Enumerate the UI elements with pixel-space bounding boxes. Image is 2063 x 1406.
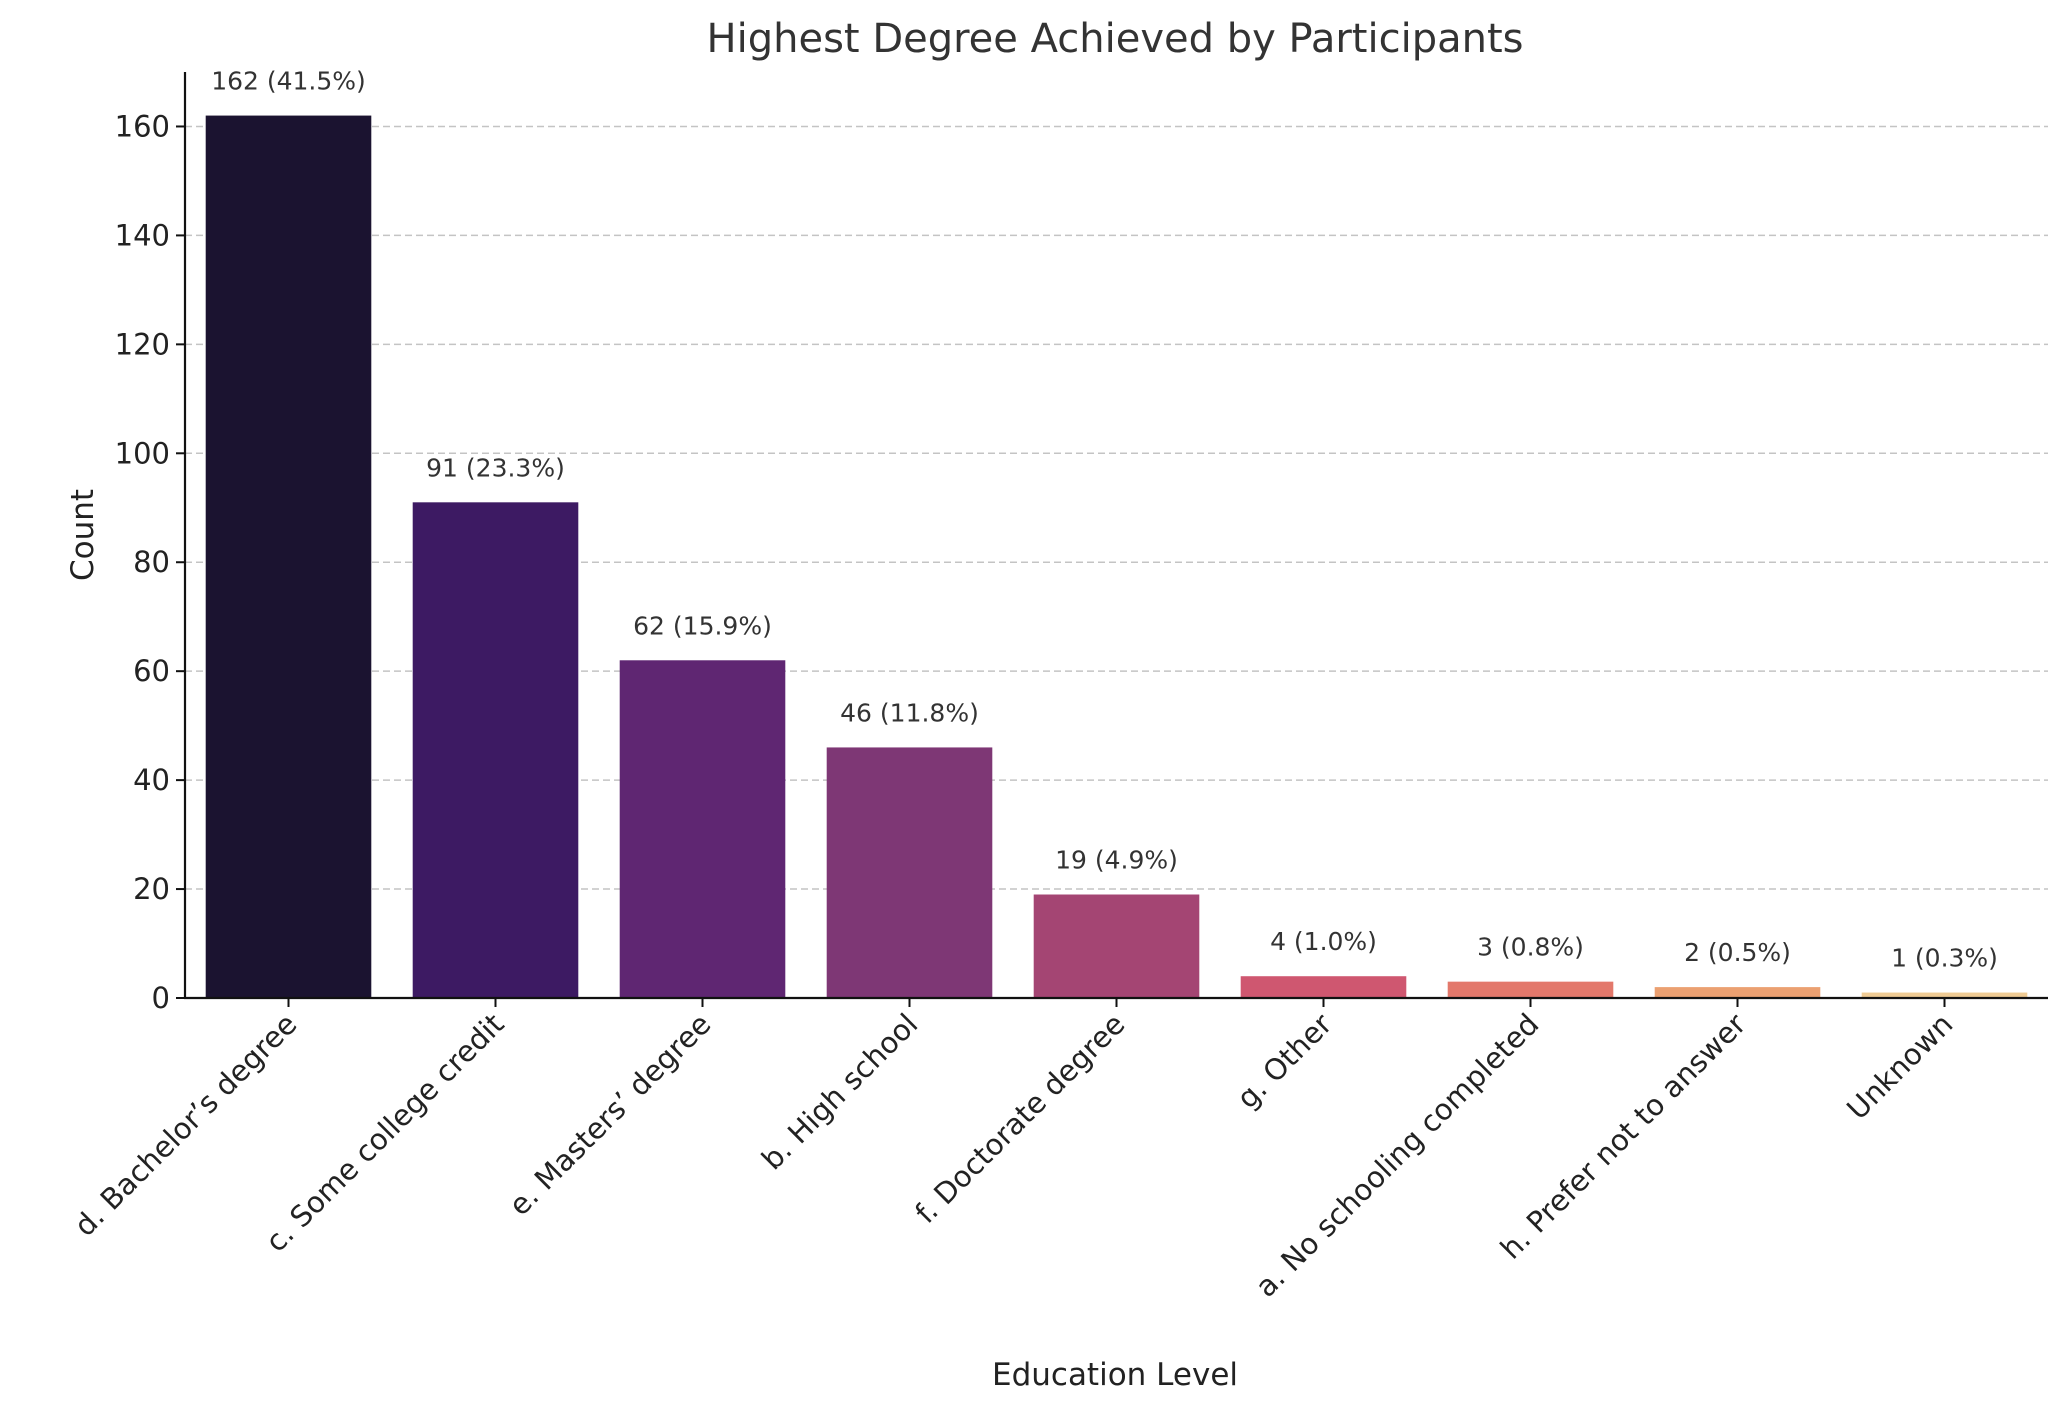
y-tick-label: 140: [115, 218, 170, 252]
bar: [1447, 981, 1614, 998]
data-label: 2 (0.5%): [1684, 938, 1791, 967]
x-tick-label: f. Doctorate degree: [908, 1007, 1131, 1230]
y-tick-label: 100: [115, 436, 170, 470]
bar: [619, 660, 786, 998]
bar-layer: [205, 115, 2028, 998]
x-tick-label: h. Prefer not to answer: [1494, 1007, 1753, 1266]
x-tick-label: g. Other: [1230, 1007, 1338, 1115]
data-label: 4 (1.0%): [1270, 927, 1377, 956]
data-label: 162 (41.5%): [211, 67, 366, 96]
x-tick-label: Unknown: [1840, 1007, 1959, 1126]
data-label: 3 (0.8%): [1477, 933, 1584, 962]
bar: [1654, 987, 1821, 998]
y-tick-label: 160: [115, 109, 170, 143]
y-tick-label: 20: [133, 872, 170, 906]
bar: [205, 115, 372, 998]
bar: [826, 747, 993, 998]
data-label: 19 (4.9%): [1055, 846, 1178, 875]
y-tick-label: 40: [133, 763, 170, 797]
data-label: 1 (0.3%): [1891, 944, 1998, 973]
bar: [1861, 992, 2028, 998]
x-tick-label: c. Some college credit: [259, 1007, 511, 1259]
bar: [412, 502, 579, 998]
y-tick-label: 60: [133, 654, 170, 688]
x-tick-label: e. Masters’ degree: [502, 1007, 717, 1222]
data-label-layer: 162 (41.5%) 91 (23.3%) 62 (15.9%) 46 (11.8%…: [211, 67, 1998, 973]
bar: [1033, 894, 1200, 998]
x-tick-label: d. Bachelor’s degree: [68, 1007, 304, 1243]
x-tick-label: b. High school: [755, 1007, 924, 1176]
y-tick-label: 120: [115, 327, 170, 361]
data-label: 46 (11.8%): [840, 698, 979, 727]
y-axis-label: Count: [65, 489, 101, 581]
x-axis-label: Education Level: [992, 1357, 1238, 1393]
chart-title: Highest Degree Achieved by Participants: [707, 16, 1524, 62]
data-label: 62 (15.9%): [633, 611, 772, 640]
data-label: 91 (23.3%): [426, 453, 565, 482]
bar: [1240, 976, 1407, 998]
y-tick-label: 80: [133, 545, 170, 579]
y-tick-label: 0: [152, 981, 170, 1015]
